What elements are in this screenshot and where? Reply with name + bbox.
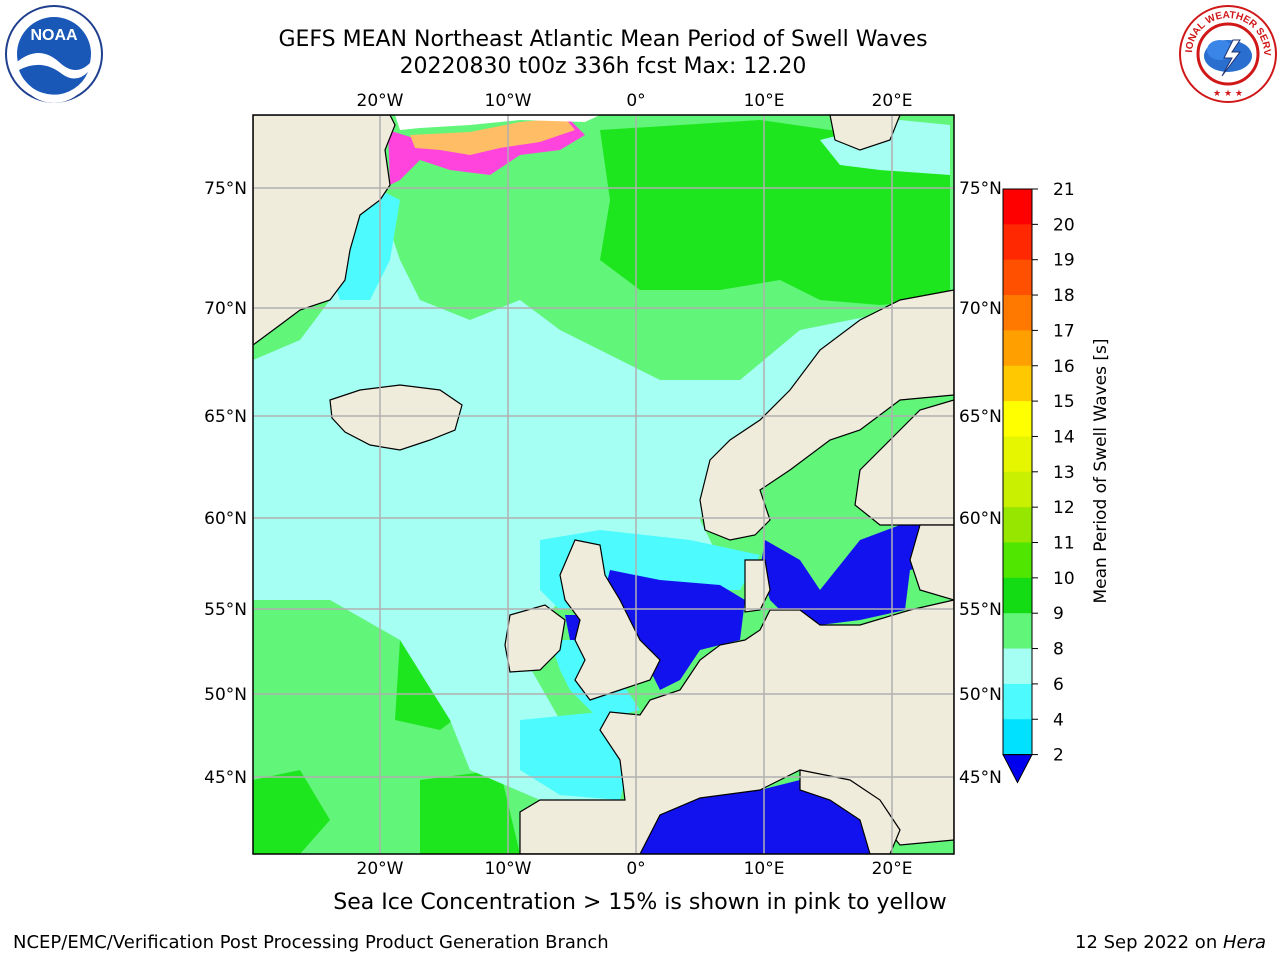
swell-zone-8-9 [253,470,400,570]
colorbar-tick-label: 2 [1053,746,1064,766]
noaa-logo-icon: NOAA [5,5,103,103]
colorbar-bin [1003,224,1032,261]
sea-ice-note: Sea Ice Concentration > 15% is shown in … [333,890,947,915]
sea-ice-orange [410,118,575,155]
swell-zone-10-11 [420,770,520,854]
lat-label: 65°N [959,407,1002,427]
lon-label: 0° [626,859,645,879]
lat-label: 65°N [204,407,247,427]
colorbar-tick-label: 9 [1053,604,1064,624]
colorbar-bin [1003,577,1032,614]
land-iceland [329,384,463,451]
credit-right: 12 Sep 2022 on Hera [1075,932,1266,953]
lat-label: 45°N [204,768,247,788]
lat-label: 50°N [204,685,247,705]
lat-label: 60°N [204,509,247,529]
map-frame [252,114,955,855]
lat-label: 75°N [959,179,1002,199]
colorbar-bin [1003,189,1032,225]
nws-logo-icon: NATIONAL WEATHER SERVICE ★ ★ ★ [1178,4,1277,103]
land-italy-adriatic-coast [799,769,901,854]
colorbar: 21 20 19 18 17 16 15 14 13 12 11 10 9 8 6 4 2 [1002,180,1075,784]
colorbar-bin [1003,542,1032,579]
lat-label: 60°N [959,509,1002,529]
colorbar-tick-label: 11 [1053,534,1075,554]
lat-label: 55°N [204,600,247,620]
swell-zone-8-9 [253,200,950,800]
lon-label: 10°W [485,91,532,111]
colorbar-tick-label: 19 [1053,251,1075,271]
land-greenland [253,115,396,346]
land-svalbard [829,115,901,151]
colorbar-tick-label: 12 [1053,498,1075,518]
lat-label: 50°N [959,685,1002,705]
svg-text:★ ★ ★: ★ ★ ★ [1213,89,1243,99]
colorbar-tick-label: 15 [1053,392,1075,412]
colorbar-tick-label: 21 [1053,180,1075,200]
colorbar-bin [1003,259,1032,296]
colorbar-tick-label: 14 [1053,427,1075,447]
lat-labels-left: 75°N 70°N 65°N 60°N 55°N 50°N 45°N [204,179,247,788]
chart-title: GEFS MEAN Northeast Atlantic Mean Period… [278,27,928,52]
credit-host: Hera [1222,932,1266,953]
colorbar-tick-label: 10 [1053,569,1075,589]
lon-label: 10°E [744,91,785,111]
colorbar-extend-arrow [1002,754,1033,784]
colorbar-bin [1003,295,1032,331]
colorbar-bin [1003,365,1032,402]
colorbar-tick-label: 18 [1053,286,1075,306]
land-ireland [504,604,566,673]
colorbar-tick-label: 16 [1053,357,1075,377]
lat-label: 70°N [959,299,1002,319]
lon-label: 20°E [872,91,913,111]
lon-label: 20°W [357,91,404,111]
land-great-britain [559,539,661,701]
swell-zone-10-11 [253,770,330,854]
colorbar-bin [1003,401,1032,437]
lon-labels-top: 20°W 10°W 0° 10°E 20°E [357,91,913,111]
chart-subtitle: 20220830 t00z 336h fcst Max: 12.20 [399,54,807,79]
colorbar-bin [1003,719,1032,756]
colorbar-bin [1003,507,1032,543]
map-plot-area [253,115,954,854]
swell-zone-2-4-north-sea [605,570,745,690]
swell-zone-6-8 [330,190,400,300]
lon-label: 10°W [485,859,532,879]
sea-ice-white [395,115,600,130]
colorbar-tick-label: 8 [1053,640,1064,660]
colorbar-tick-label: 13 [1053,463,1075,483]
land-finland-russia [909,524,954,601]
colorbar-bin [1003,436,1032,473]
lon-label: 20°E [872,859,913,879]
colorbar-tick-label: 4 [1053,710,1064,730]
colorbar-tick-label: 20 [1053,215,1075,235]
colorbar-bin [1003,471,1032,508]
colorbar-bin [1003,683,1032,720]
lon-label: 10°E [744,859,785,879]
map-graticule [253,115,954,854]
credit-left: NCEP/EMC/Verification Post Processing Pr… [13,932,609,953]
lat-label: 75°N [204,179,247,199]
noaa-logo-text: NOAA [30,27,78,44]
lat-label: 70°N [204,299,247,319]
colorbar-tick-label: 17 [1053,321,1075,341]
lon-label: 20°W [357,859,404,879]
swell-zone-2-4-baltic [760,525,950,625]
lat-label: 45°N [959,768,1002,788]
colorbar-bin [1003,613,1032,650]
colorbar-label: Mean Period of Swell Waves [s] [1091,339,1111,604]
lat-label: 55°N [959,600,1002,620]
lat-labels-right: 75°N 70°N 65°N 60°N 55°N 50°N 45°N [959,179,1002,788]
colorbar-tick-label: 6 [1053,675,1064,695]
credit-date: 12 Sep 2022 on [1075,932,1223,953]
lon-labels-bottom: 20°W 10°W 0° 10°E 20°E [357,859,913,879]
lon-label: 0° [626,91,645,111]
colorbar-bin [1003,648,1032,685]
colorbar-bin [1003,330,1032,367]
